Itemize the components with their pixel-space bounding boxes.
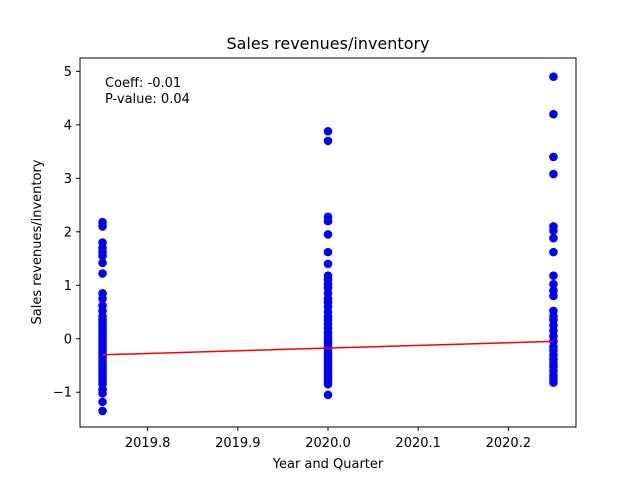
x-tick-label: 2020.2 xyxy=(486,436,532,451)
scatter-point xyxy=(323,259,333,269)
scatter-point xyxy=(98,389,107,398)
scatter-point xyxy=(98,251,107,261)
x-tick-label: 2019.8 xyxy=(125,436,171,451)
y-tick-label: 5 xyxy=(64,65,72,80)
y-axis-label: Sales revenues/inventory xyxy=(30,159,45,324)
scatter-point xyxy=(323,390,333,400)
y-tick-label: 1 xyxy=(64,279,72,294)
scatter-point xyxy=(549,279,558,289)
scatter-point xyxy=(323,126,333,136)
y-tick-label: 2 xyxy=(64,225,72,240)
x-tick-label: 2019.9 xyxy=(215,436,261,451)
scatter-point xyxy=(98,294,107,303)
y-tick-label: 4 xyxy=(64,118,72,133)
scatter-point xyxy=(98,397,107,407)
scatter-point xyxy=(549,378,558,387)
scatter-point xyxy=(549,169,558,179)
scatter-point xyxy=(323,216,333,226)
x-tick-label: 2020.0 xyxy=(305,436,351,451)
fit-line-layer xyxy=(102,340,554,356)
scatter-point xyxy=(98,222,107,231)
p-value-annotation: P-value: 0.04 xyxy=(105,92,190,107)
scatter-point xyxy=(323,247,333,257)
coeff-annotation: Coeff: -0.01 xyxy=(105,76,181,91)
scatter-point xyxy=(323,230,333,239)
regression-line xyxy=(102,340,554,356)
chart-title: Sales revenues/inventory xyxy=(226,34,429,53)
scatter-point xyxy=(549,226,558,236)
scatter-point xyxy=(549,152,558,162)
scatter-point xyxy=(549,109,558,119)
scatter-point xyxy=(549,72,558,82)
scatter-point xyxy=(323,136,333,146)
y-tick-label: 3 xyxy=(64,172,72,187)
scatter-point xyxy=(549,291,558,301)
scatter-point xyxy=(98,406,107,416)
scatter-point xyxy=(549,233,558,243)
scatter-point xyxy=(549,247,558,257)
x-axis-ticks: 2019.8 2019.9 2020.0 2020.1 2020.2 xyxy=(125,427,531,451)
y-tick-label: 0 xyxy=(64,332,72,347)
y-tick-label: −1 xyxy=(53,386,72,401)
scatter-point xyxy=(549,271,558,280)
scatter-point xyxy=(323,379,333,389)
scatter-points xyxy=(98,72,558,416)
y-axis-ticks: −1 0 1 2 3 4 5 xyxy=(53,65,80,401)
x-tick-label: 2020.1 xyxy=(395,436,441,451)
scatter-point xyxy=(98,258,107,268)
scatter-point xyxy=(98,269,107,278)
x-axis-label: Year and Quarter xyxy=(272,457,384,472)
